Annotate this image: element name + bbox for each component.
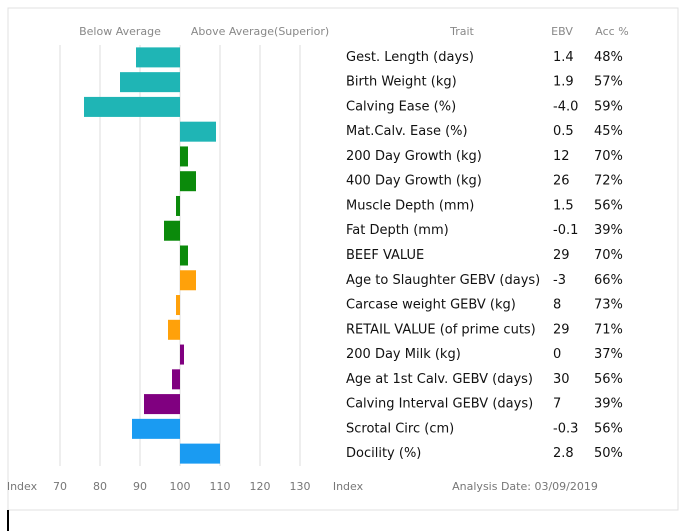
ebv: 1.4: [553, 50, 574, 65]
trait: 400 Day Growth (kg): [346, 174, 482, 189]
right-label: Above Average(Superior): [191, 25, 329, 38]
trait: Birth Weight (kg): [346, 75, 457, 90]
acc: 39%: [594, 397, 623, 412]
x-tick-label: 90: [133, 480, 147, 493]
acc: 57%: [594, 75, 623, 90]
ebv: -4.0: [553, 99, 578, 114]
bar: [144, 394, 180, 415]
ebv: 7: [553, 397, 561, 412]
ebv: 0.5: [553, 124, 574, 139]
ebv: 0: [553, 347, 561, 362]
acc: 56%: [594, 198, 623, 213]
x-tick-label: 110: [210, 480, 231, 493]
frame: [7, 7, 679, 511]
acc: 48%: [594, 50, 623, 65]
trait: Carcase weight GEBV (kg): [346, 298, 516, 313]
bar: [180, 146, 188, 167]
bar: [164, 220, 180, 241]
ebv: 1.5: [553, 198, 574, 213]
trait: BEEF VALUE: [346, 248, 424, 263]
trait: Calving Ease (%): [346, 99, 456, 114]
trait: Age to Slaughter GEBV (days): [346, 273, 540, 288]
ebv: -0.3: [553, 421, 578, 436]
bar: [180, 245, 188, 266]
ebv: -3: [553, 273, 566, 288]
acc: 56%: [594, 372, 623, 387]
x-tick-label: 80: [93, 480, 107, 493]
x-tick-label: 130: [290, 480, 311, 493]
trait: Calving Interval GEBV (days): [346, 397, 533, 412]
x-tick-label: 70: [53, 480, 67, 493]
trait: Gest. Length (days): [346, 50, 474, 65]
bar: [120, 72, 180, 93]
ebv: 12: [553, 149, 570, 164]
acc: 71%: [594, 322, 623, 337]
bar: [180, 270, 196, 291]
bar: [176, 195, 180, 216]
x-tick-label: 100: [170, 480, 191, 493]
bar: [136, 47, 180, 68]
acc: 72%: [594, 174, 623, 189]
column-header: Acc %: [595, 25, 628, 38]
column-header: Trait: [449, 25, 474, 38]
acc: 73%: [594, 298, 623, 313]
ebv: 29: [553, 322, 570, 337]
trait: 200 Day Growth (kg): [346, 149, 482, 164]
bar: [168, 319, 180, 340]
ebv: 29: [553, 248, 570, 263]
acc: 37%: [594, 347, 623, 362]
ebv: 26: [553, 174, 570, 189]
ebv: 1.9: [553, 75, 574, 90]
x-tick-label: 120: [250, 480, 271, 493]
acc: 66%: [594, 273, 623, 288]
acc: 59%: [594, 99, 623, 114]
trait: Fat Depth (mm): [346, 223, 449, 238]
trait: Docility (%): [346, 446, 421, 461]
trait: Age at 1st Calv. GEBV (days): [346, 372, 533, 387]
bar: [172, 369, 180, 390]
ebv: -0.1: [553, 223, 578, 238]
bar: [176, 295, 180, 316]
x-label: Index: [7, 480, 38, 493]
trait: Scrotal Circ (cm): [346, 421, 454, 436]
left-label: Below Average: [79, 25, 161, 38]
acc: 70%: [594, 248, 623, 263]
acc: 45%: [594, 124, 623, 139]
ebv: 8: [553, 298, 561, 313]
ebv: 2.8: [553, 446, 574, 461]
bar: [132, 418, 180, 439]
bar: [180, 171, 196, 192]
ebv: 30: [553, 372, 570, 387]
trait: Muscle Depth (mm): [346, 198, 474, 213]
trait: Mat.Calv. Ease (%): [346, 124, 468, 139]
trait: RETAIL VALUE (of prime cuts): [346, 322, 536, 337]
bar: [84, 96, 180, 117]
bar: [180, 344, 184, 365]
table-label: Index: [333, 480, 364, 493]
acc: 56%: [594, 421, 623, 436]
analysis-date: Analysis Date: 03/09/2019: [452, 480, 598, 493]
column-header: EBV: [551, 25, 573, 38]
acc: 70%: [594, 149, 623, 164]
bar: [180, 443, 220, 464]
trait: 200 Day Milk (kg): [346, 347, 461, 362]
bar: [180, 121, 216, 142]
acc: 50%: [594, 446, 623, 461]
acc: 39%: [594, 223, 623, 238]
